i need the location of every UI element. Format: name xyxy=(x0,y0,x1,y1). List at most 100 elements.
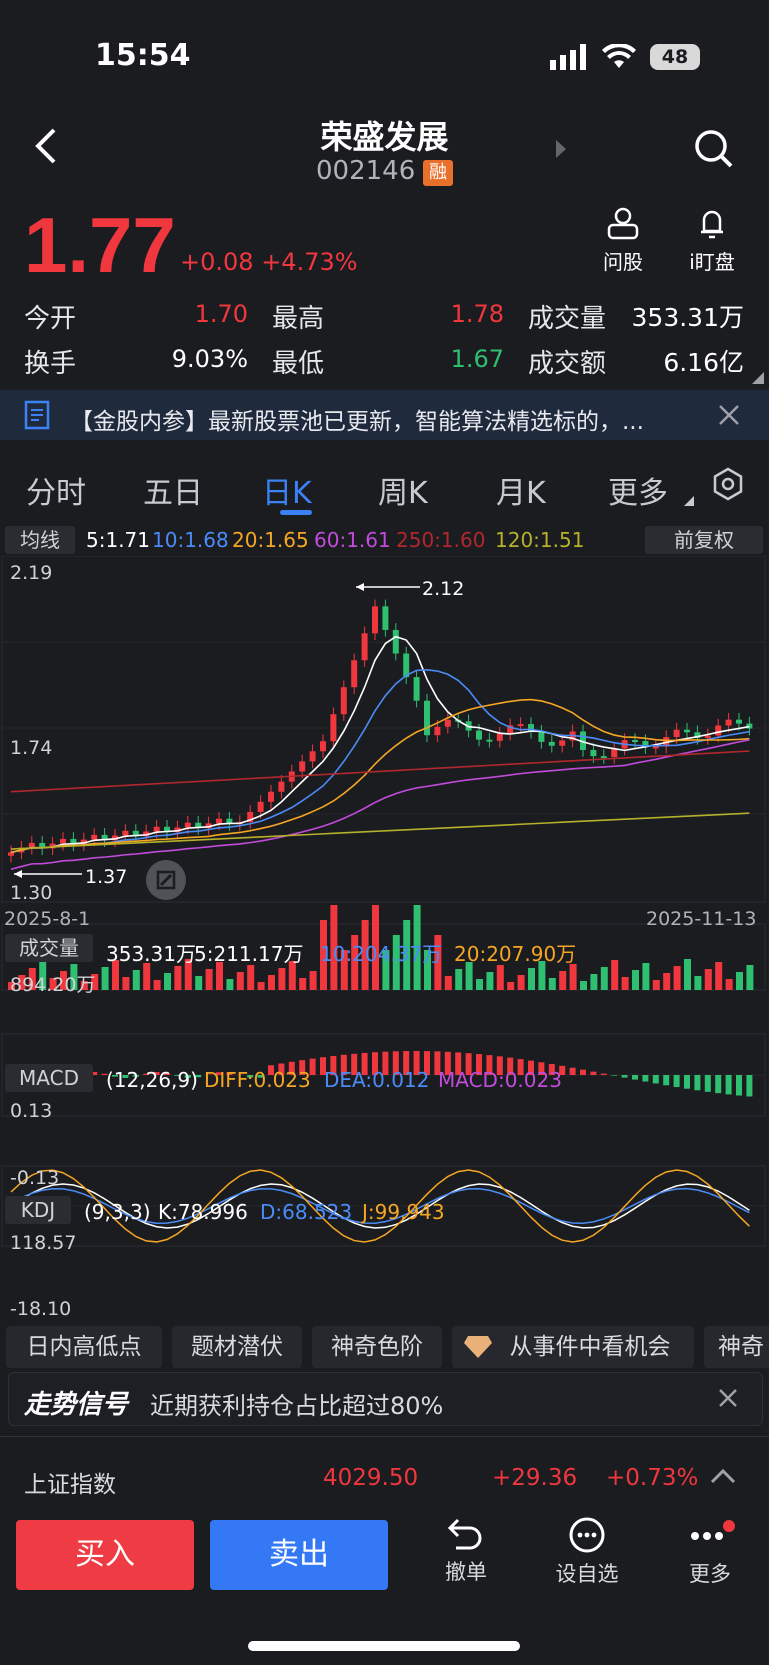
ma5-value: 5:1.71 xyxy=(86,528,150,552)
settings-icon[interactable] xyxy=(710,466,746,502)
kdj-k: K:78.996 xyxy=(158,1200,248,1224)
volume-current: 353.31万 xyxy=(106,942,196,966)
macd-diff: DIFF:0.023 xyxy=(204,1068,311,1092)
macd-top: 0.13 xyxy=(10,1100,53,1122)
macd-macd: MACD:0.023 xyxy=(438,1068,562,1092)
kline-y-top: 2.19 xyxy=(10,562,53,584)
turnover-label: 换手 xyxy=(24,349,77,379)
wifi-icon xyxy=(602,44,636,68)
signal-text: 近期获利持仓占比超过80% xyxy=(150,1392,444,1420)
ask-stock-button[interactable]: 问股 xyxy=(600,206,646,275)
kdj-j: J:99.943 xyxy=(362,1200,445,1224)
turnover-value: 9.03% xyxy=(171,345,248,373)
volume-dropdown[interactable]: 成交量 xyxy=(5,934,93,962)
dropdown-corner-icon xyxy=(684,496,694,506)
kdj-bottom: -18.10 xyxy=(10,1298,72,1320)
ma-dropdown[interactable]: 均线 xyxy=(5,526,75,554)
tab-five-day[interactable]: 五日 xyxy=(143,476,203,511)
high-marker-label: 2.12 xyxy=(422,578,465,600)
volume-ma5: 5:211.17万 xyxy=(194,942,304,966)
ma10-value: 10:1.68 xyxy=(152,528,229,552)
margin-badge: 融 xyxy=(423,160,453,186)
macd-bottom: -0.13 xyxy=(10,1167,60,1189)
index-value: 4029.50 xyxy=(323,1465,419,1491)
stock-code: 002146 xyxy=(316,156,416,186)
low-value: 1.67 xyxy=(450,345,504,373)
index-pct: +0.73% xyxy=(606,1465,699,1491)
trend-signal-bar[interactable] xyxy=(8,1372,763,1426)
chip-color-scale[interactable]: 神奇色阶 xyxy=(312,1326,442,1368)
macd-params: (12,26,9) xyxy=(106,1068,198,1092)
news-banner[interactable] xyxy=(0,390,769,440)
adjust-dropdown[interactable]: 前复权 xyxy=(645,526,763,554)
search-icon[interactable] xyxy=(693,128,735,170)
cancel-order-button[interactable]: 撤单 xyxy=(436,1516,496,1586)
tab-more[interactable]: 更多 xyxy=(608,476,668,511)
sell-button[interactable]: 卖出 xyxy=(210,1520,388,1590)
kdj-top: 118.57 xyxy=(10,1232,77,1254)
index-change: +29.36 xyxy=(492,1465,578,1491)
battery-indicator: 48 xyxy=(650,44,700,70)
tab-minute[interactable]: 分时 xyxy=(26,476,86,511)
signal-title: 走势信号 xyxy=(24,1390,129,1420)
kline-y-bottom: 1.30 xyxy=(10,882,53,904)
kdj-dropdown[interactable]: KDJ xyxy=(5,1196,71,1224)
stock-charts[interactable] xyxy=(0,556,769,1316)
chip-intraday-range[interactable]: 日内高低点 xyxy=(6,1326,162,1368)
tab-daily-k[interactable]: 日K xyxy=(262,476,312,511)
diamond-icon xyxy=(464,1336,492,1358)
macd-dropdown[interactable]: MACD xyxy=(5,1064,93,1092)
buy-button[interactable]: 买入 xyxy=(16,1520,194,1590)
kdj-params: (9,3,3) xyxy=(84,1200,151,1224)
chip-events[interactable]: 从事件中看机会 xyxy=(452,1326,694,1368)
more-dots-icon xyxy=(691,1520,735,1540)
volume-ma10: 10:204.37万 xyxy=(320,942,443,966)
document-icon xyxy=(24,400,50,430)
tab-active-indicator xyxy=(280,510,312,515)
signal-icon xyxy=(550,44,586,70)
close-icon[interactable] xyxy=(718,404,740,426)
ma60-value: 60:1.61 xyxy=(314,528,391,552)
current-price: 1.77 xyxy=(24,201,176,289)
amount-label: 成交额 xyxy=(528,349,607,379)
volume-ma20: 20:207.90万 xyxy=(454,942,577,966)
draw-tool-button[interactable] xyxy=(146,860,186,900)
bell-icon xyxy=(701,210,723,239)
volume-max: 894.20万 xyxy=(10,974,96,996)
high-label: 最高 xyxy=(272,304,325,334)
more-button[interactable]: 更多 xyxy=(680,1516,740,1588)
expand-corner-icon[interactable] xyxy=(752,372,764,384)
person-icon xyxy=(607,207,639,240)
date-end: 2025-11-13 xyxy=(646,908,757,930)
price-change: +0.08 +4.73% xyxy=(180,248,358,276)
watch-button[interactable]: i盯盘 xyxy=(682,206,742,275)
high-value: 1.78 xyxy=(450,300,504,328)
low-marker-label: 1.37 xyxy=(85,866,128,888)
kline-y-mid: 1.74 xyxy=(10,737,53,759)
chip-theme[interactable]: 题材潜伏 xyxy=(172,1326,302,1368)
chip-more[interactable]: 神奇 xyxy=(704,1326,769,1368)
volume-label: 成交量 xyxy=(528,304,607,334)
volume-value: 353.31万 xyxy=(631,303,744,332)
ma250-value: 250:1.60 xyxy=(396,528,486,552)
ma120-value: 120:1.51 xyxy=(495,528,585,552)
open-label: 今开 xyxy=(24,304,77,334)
pencil-icon xyxy=(156,870,176,890)
open-value: 1.70 xyxy=(194,300,248,328)
chevron-up-icon[interactable] xyxy=(710,1468,736,1484)
next-stock-icon[interactable] xyxy=(556,140,568,158)
signal-close-icon[interactable] xyxy=(718,1388,738,1408)
index-name[interactable]: 上证指数 xyxy=(24,1472,116,1498)
back-icon[interactable] xyxy=(32,126,60,166)
ellipsis-circle-icon xyxy=(569,1517,605,1553)
banner-text: 【金股内参】最新股票池已更新，智能算法精选标的，... xyxy=(70,409,644,435)
add-favorite-button[interactable]: 设自选 xyxy=(550,1516,624,1588)
stock-title: 荣盛发展 xyxy=(320,118,449,156)
kdj-d: D:68.523 xyxy=(260,1200,353,1224)
home-indicator xyxy=(248,1641,520,1651)
tab-monthly-k[interactable]: 月K xyxy=(496,476,546,511)
tab-weekly-k[interactable]: 周K xyxy=(378,476,428,511)
status-time: 15:54 xyxy=(95,38,191,73)
undo-icon xyxy=(447,1518,482,1550)
amount-value: 6.16亿 xyxy=(663,348,744,377)
